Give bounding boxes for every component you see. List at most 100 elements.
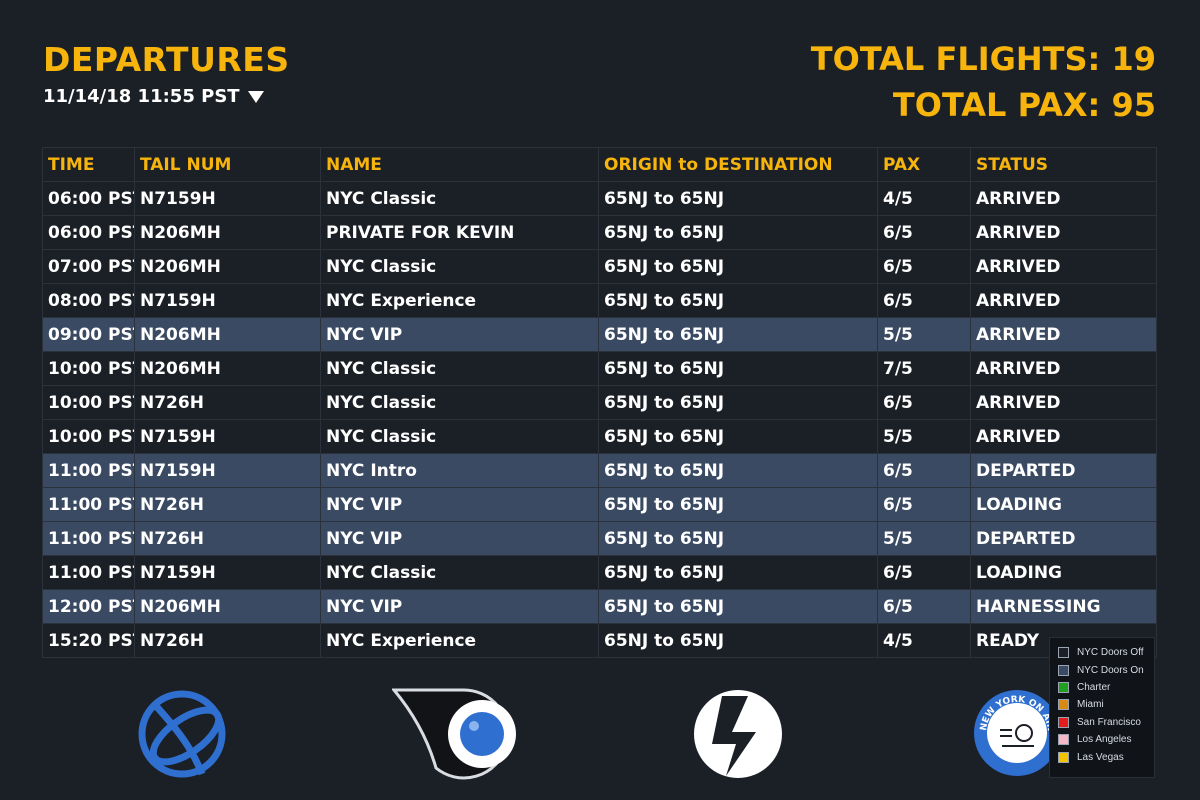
time-cell: 06:00 PST xyxy=(42,215,135,250)
route-cell: 65NJ to 65NJ xyxy=(598,487,878,522)
time-cell: 11:00 PST xyxy=(42,521,135,556)
status-cell: ARRIVED xyxy=(970,249,1157,284)
pax-cell: 6/5 xyxy=(877,589,971,624)
name-cell: NYC Experience xyxy=(320,283,599,318)
globe-logo-icon xyxy=(136,688,228,784)
tail-num-cell: N206MH xyxy=(134,215,321,250)
status-cell: ARRIVED xyxy=(970,351,1157,386)
name-cell: NYC Classic xyxy=(320,555,599,590)
status-cell: LOADING xyxy=(970,487,1157,522)
pax-cell: 6/5 xyxy=(877,385,971,420)
time-cell: 09:00 PST xyxy=(42,317,135,352)
name-cell: NYC Experience xyxy=(320,623,599,658)
route-cell: 65NJ to 65NJ xyxy=(598,555,878,590)
tail-num-cell: N726H xyxy=(134,487,321,522)
tail-num-cell: N206MH xyxy=(134,317,321,352)
legend-label: San Francisco xyxy=(1077,716,1141,728)
legend-label: Los Angeles xyxy=(1077,734,1132,746)
name-cell: NYC Classic xyxy=(320,249,599,284)
tail-num-cell: N7159H xyxy=(134,283,321,318)
legend-item: Los Angeles xyxy=(1058,731,1154,748)
time-cell: 15:20 PST xyxy=(42,623,135,658)
legend-swatch xyxy=(1058,734,1069,746)
time-cell: 11:00 PST xyxy=(42,487,135,522)
pax-cell: 5/5 xyxy=(877,317,971,352)
legend-item: Charter xyxy=(1058,679,1154,696)
time-cell: 10:00 PST xyxy=(42,351,135,386)
pax-cell: 5/5 xyxy=(877,521,971,556)
route-cell: 65NJ to 65NJ xyxy=(598,283,878,318)
legend-label: NYC Doors On xyxy=(1077,664,1144,676)
route-cell: 65NJ to 65NJ xyxy=(598,215,878,250)
legend-swatch xyxy=(1058,699,1069,711)
lightning-bolt-logo-icon xyxy=(692,688,784,784)
status-cell: ARRIVED xyxy=(970,317,1157,352)
name-cell: NYC Classic xyxy=(320,419,599,454)
departures-table: TIME TAIL NUM NAME ORIGIN to DESTINATION… xyxy=(42,147,1157,658)
pax-cell: 4/5 xyxy=(877,623,971,658)
tail-num-cell: N7159H xyxy=(134,181,321,216)
chevron-down-icon[interactable] xyxy=(248,91,264,103)
svg-text:EST. 2012: EST. 2012 xyxy=(998,746,1036,760)
name-cell: NYC VIP xyxy=(320,317,599,352)
column-header-status: STATUS xyxy=(970,147,1157,182)
column-header-tail-num: TAIL NUM xyxy=(134,147,321,182)
status-cell: LOADING xyxy=(970,555,1157,590)
legend-item: NYC Doors On xyxy=(1058,661,1154,678)
route-cell: 65NJ to 65NJ xyxy=(598,317,878,352)
legend-label: Charter xyxy=(1077,681,1111,693)
legend-swatch xyxy=(1058,664,1069,676)
name-cell: NYC Intro xyxy=(320,453,599,488)
time-cell: 07:00 PST xyxy=(42,249,135,284)
route-cell: 65NJ to 65NJ xyxy=(598,181,878,216)
status-cell: ARRIVED xyxy=(970,385,1157,420)
legend-swatch xyxy=(1058,647,1069,659)
time-cell: 06:00 PST xyxy=(42,181,135,216)
tail-num-cell: N206MH xyxy=(134,589,321,624)
page-title: DEPARTURES xyxy=(43,40,290,79)
status-cell: ARRIVED xyxy=(970,215,1157,250)
tail-num-cell: N206MH xyxy=(134,351,321,386)
tail-num-cell: N726H xyxy=(134,623,321,658)
pax-cell: 6/5 xyxy=(877,249,971,284)
time-cell: 11:00 PST xyxy=(42,453,135,488)
route-cell: 65NJ to 65NJ xyxy=(598,385,878,420)
pax-cell: 4/5 xyxy=(877,181,971,216)
legend-item: Miami xyxy=(1058,696,1154,713)
legend-swatch xyxy=(1058,681,1069,693)
route-cell: 65NJ to 65NJ xyxy=(598,521,878,556)
column-header-route: ORIGIN to DESTINATION xyxy=(598,147,878,182)
status-cell: HARNESSING xyxy=(970,589,1157,624)
legend-item: San Francisco xyxy=(1058,714,1154,731)
time-cell: 10:00 PST xyxy=(42,385,135,420)
legend-label: NYC Doors Off xyxy=(1077,647,1144,659)
legend-label: Miami xyxy=(1077,699,1104,711)
column-header-name: NAME xyxy=(320,147,599,182)
route-cell: 65NJ to 65NJ xyxy=(598,351,878,386)
name-cell: NYC Classic xyxy=(320,351,599,386)
status-cell: DEPARTED xyxy=(970,521,1157,556)
tail-num-cell: N206MH xyxy=(134,249,321,284)
table-header-row: TIME TAIL NUM NAME ORIGIN to DESTINATION… xyxy=(42,147,1157,182)
pax-cell: 6/5 xyxy=(877,487,971,522)
pax-cell: 6/5 xyxy=(877,555,971,590)
tail-num-cell: N7159H xyxy=(134,555,321,590)
name-cell: PRIVATE FOR KEVIN xyxy=(320,215,599,250)
legend-item: NYC Doors Off xyxy=(1058,644,1154,661)
route-cell: 65NJ to 65NJ xyxy=(598,419,878,454)
color-legend: NYC Doors Off NYC Doors On Charter Miami San… xyxy=(1049,637,1155,778)
